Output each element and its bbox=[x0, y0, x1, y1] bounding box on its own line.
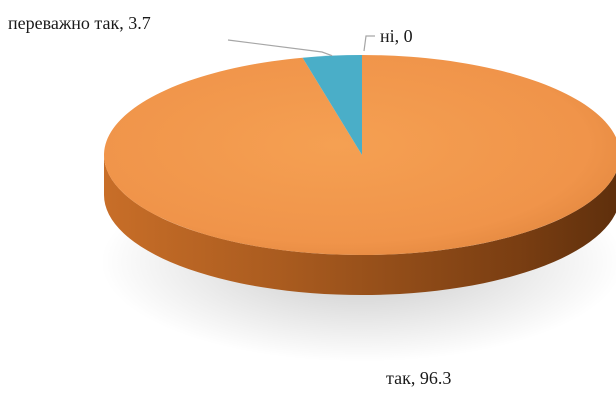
slice-label-no: ні, 0 bbox=[380, 26, 413, 46]
leader-line-so-yes bbox=[227, 39, 333, 57]
slice-label-yes: так, 96.3 bbox=[386, 368, 451, 388]
leader-line-no bbox=[363, 35, 375, 52]
slice-label-so-yes: переважно так, 3.7 bbox=[8, 13, 151, 33]
slice-so-yes bbox=[302, 55, 362, 155]
slice-side-yes bbox=[104, 155, 616, 295]
slice-yes bbox=[104, 55, 616, 255]
